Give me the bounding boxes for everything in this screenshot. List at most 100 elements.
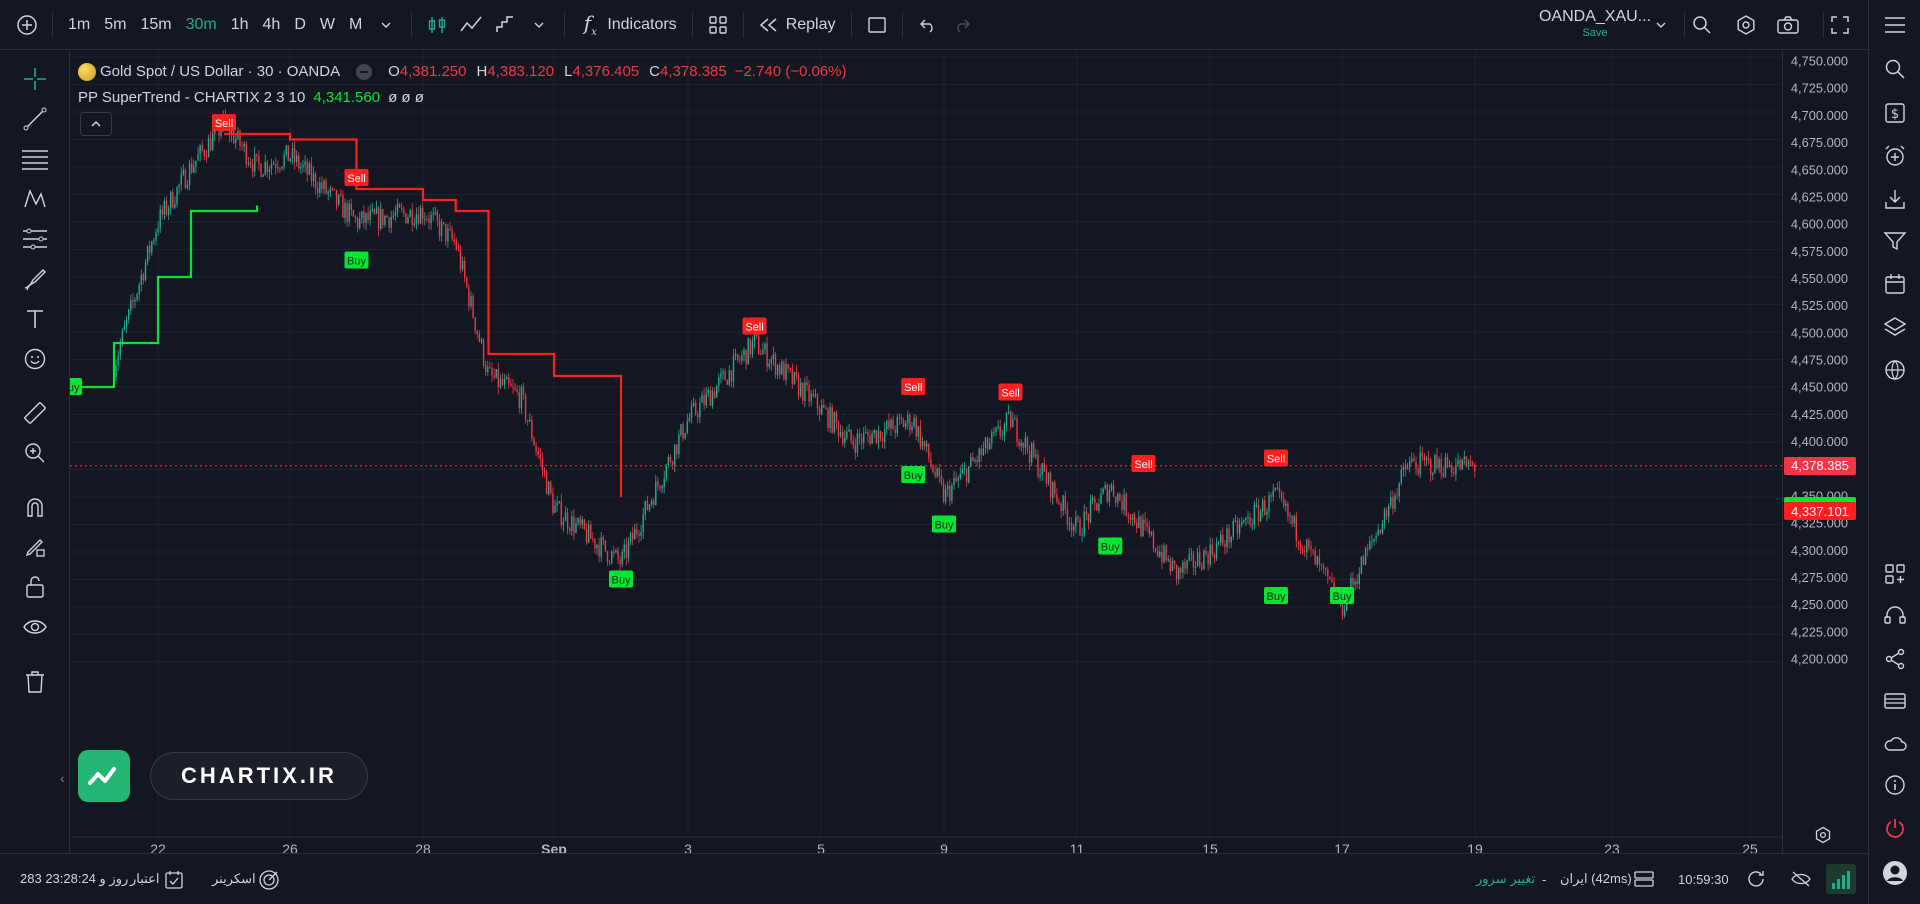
download-icon[interactable]: [1878, 182, 1912, 216]
pattern-icon[interactable]: [18, 182, 52, 216]
menu-icon[interactable]: [1878, 8, 1912, 42]
signal-label: Sell: [904, 382, 922, 394]
hide-icon[interactable]: [1790, 870, 1812, 891]
undo-icon[interactable]: [911, 0, 945, 50]
compare-icon[interactable]: [488, 0, 522, 50]
candle-body: [984, 437, 987, 449]
divider: [1684, 12, 1685, 38]
buy-signal: Buy: [1264, 587, 1288, 604]
chevron-down-icon[interactable]: [369, 0, 403, 50]
candle-body: [661, 486, 663, 489]
timeframe-w[interactable]: W: [319, 15, 335, 33]
rewind-icon[interactable]: [752, 0, 786, 50]
candle-body: [1142, 519, 1144, 537]
timeframe-m[interactable]: M: [348, 15, 363, 33]
text-icon[interactable]: [18, 302, 52, 336]
change-server-link[interactable]: تغییر سرور: [1476, 871, 1536, 886]
layout-grid-icon[interactable]: [701, 0, 735, 50]
screener-label[interactable]: اسکرینر: [212, 871, 256, 886]
filter-icon[interactable]: [1878, 224, 1912, 258]
ruler-icon[interactable]: [18, 396, 52, 430]
add-symbol-icon[interactable]: [10, 0, 44, 50]
lock-icon[interactable]: [18, 570, 52, 604]
eye-icon[interactable]: [18, 610, 52, 644]
timeframe-d[interactable]: D: [294, 15, 306, 33]
candle-body: [699, 402, 701, 418]
quick-search-icon[interactable]: [1685, 0, 1719, 50]
share-icon[interactable]: [1878, 642, 1912, 676]
candle-body: [514, 387, 516, 390]
candles-icon[interactable]: [420, 0, 454, 50]
chevron-down-icon[interactable]: [522, 0, 556, 50]
timeframe-1h[interactable]: 1h: [230, 15, 249, 33]
cloud-icon[interactable]: [1878, 726, 1912, 760]
candle-body: [233, 129, 235, 144]
alert-add-icon[interactable]: [1878, 139, 1912, 173]
signal-strength-icon[interactable]: [1826, 864, 1856, 894]
legend-toggle-icon[interactable]: [356, 64, 373, 80]
rectangle-icon[interactable]: [860, 0, 894, 50]
search-icon[interactable]: [1878, 52, 1912, 86]
fib-lines-icon[interactable]: [18, 142, 52, 176]
emoji-icon[interactable]: [18, 342, 52, 376]
avatar[interactable]: [1878, 856, 1912, 890]
credit-label[interactable]: اعتبار: [130, 871, 160, 886]
fullscreen-icon[interactable]: [1823, 0, 1857, 50]
timeframe-5m[interactable]: 5m: [104, 15, 127, 33]
timeframe-4h[interactable]: 4h: [262, 15, 281, 33]
save-label[interactable]: Save: [1582, 27, 1608, 39]
indicators-button[interactable]: Indicators: [607, 15, 677, 33]
prediction-icon[interactable]: [18, 222, 52, 256]
candle-body: [491, 368, 493, 376]
support-icon[interactable]: [1878, 599, 1912, 633]
brush-icon[interactable]: [18, 262, 52, 296]
candle-body: [186, 184, 189, 189]
widgets-add-icon[interactable]: [1878, 557, 1912, 591]
camera-icon[interactable]: [1771, 0, 1805, 50]
candle-body: [1119, 493, 1121, 501]
replay-button[interactable]: Replay: [785, 15, 836, 33]
price-scale[interactable]: 4,750.000 4,725.000 4,700.000 4,675.000 4,65…: [1782, 51, 1868, 853]
chevron-down-icon[interactable]: [1644, 0, 1678, 50]
time-scale-settings-icon[interactable]: [1806, 818, 1840, 852]
info-icon[interactable]: [1878, 768, 1912, 802]
symbol-selector[interactable]: OANDA_XAU... Save: [1520, 8, 1670, 39]
symbol-title[interactable]: Gold Spot / US Dollar · 30 · OANDA: [100, 63, 341, 80]
checklist-icon[interactable]: [164, 870, 184, 893]
redo-icon[interactable]: [945, 0, 979, 50]
globe-icon[interactable]: [1878, 353, 1912, 387]
timeframe-1m[interactable]: 1m: [68, 15, 91, 33]
chevron-up-icon: [91, 120, 101, 127]
magnet-icon[interactable]: [18, 490, 52, 524]
function-icon[interactable]: fx: [583, 11, 597, 38]
timeframe-15m[interactable]: 15m: [140, 15, 172, 33]
candle-body: [260, 163, 262, 177]
candle-body: [1377, 529, 1379, 536]
settings-icon[interactable]: [1729, 0, 1763, 50]
legend-collapse-button[interactable]: [80, 112, 112, 136]
calendar-icon[interactable]: [1878, 267, 1912, 301]
screener-icon[interactable]: [258, 869, 280, 894]
trash-icon[interactable]: [18, 665, 52, 699]
indicator-extra: ø ø ø: [388, 89, 424, 106]
crosshair-icon[interactable]: [18, 62, 52, 96]
collapse-left-icon[interactable]: ‹: [60, 770, 65, 786]
draw-lock-icon[interactable]: [18, 530, 52, 564]
power-icon[interactable]: [1878, 811, 1912, 845]
candle-body: [831, 407, 833, 433]
refresh-icon[interactable]: [1746, 869, 1766, 892]
layers-icon[interactable]: [1878, 310, 1912, 344]
candle-body: [911, 426, 913, 431]
zoom-in-icon[interactable]: [18, 436, 52, 470]
candle-body: [184, 169, 187, 189]
timeframe-30m[interactable]: 30m: [185, 15, 217, 33]
trend-line-icon[interactable]: [18, 102, 52, 136]
card-icon[interactable]: [1878, 684, 1912, 718]
sell-signal: Sell: [344, 169, 369, 186]
price-chart[interactable]: Sell Sell Buy Buy Buy Sell Buy Sell Buy Sell Buy Se…: [70, 51, 1782, 853]
server-icon[interactable]: [1634, 870, 1654, 891]
line-chart-icon[interactable]: [454, 0, 488, 50]
indicator-name[interactable]: PP SuperTrend - CHARTIX 2 3 10: [78, 89, 306, 106]
signal-label: Buy: [904, 470, 923, 482]
dollar-icon[interactable]: $: [1878, 96, 1912, 130]
